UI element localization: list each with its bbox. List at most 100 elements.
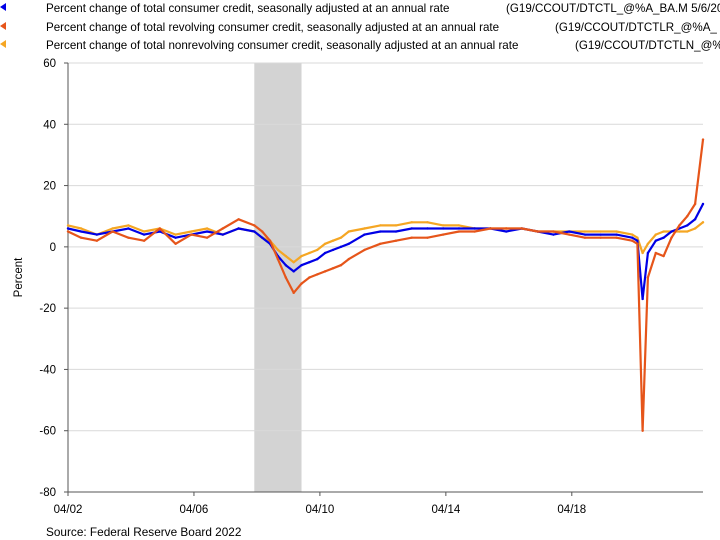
- data-point: [583, 233, 587, 236]
- data-point: [95, 233, 99, 236]
- data-point: [410, 227, 413, 230]
- data-point: [292, 260, 295, 264]
- y-tick-label: -60: [39, 426, 56, 438]
- data-point: [615, 233, 618, 236]
- data-point: [323, 251, 327, 255]
- data-point: [693, 218, 697, 221]
- data-point: [127, 236, 130, 239]
- data-point: [205, 227, 209, 230]
- data-point: [379, 230, 382, 233]
- data-point: [394, 224, 398, 227]
- data-point: [630, 236, 634, 239]
- data-point: [552, 230, 555, 233]
- data-point: [615, 236, 618, 239]
- data-point: [505, 230, 508, 233]
- data-point: [268, 239, 272, 242]
- data-point: [505, 227, 508, 230]
- data-point: [323, 242, 327, 245]
- source-note: Source: Federal Reserve Board 2022: [46, 525, 242, 539]
- x-tick-label: 04/02: [54, 504, 83, 516]
- data-point: [426, 221, 429, 224]
- data-point: [457, 230, 461, 233]
- data-point: [190, 230, 193, 233]
- data-point: [520, 227, 524, 230]
- data-point: [662, 236, 665, 239]
- data-point: [394, 230, 398, 233]
- legend-entry-revolving[interactable]: Percent change of total revolving consum…: [0, 19, 720, 38]
- data-point: [237, 227, 240, 230]
- data-point: [670, 230, 673, 233]
- y-tick-label: 0: [50, 242, 56, 254]
- data-point: [237, 218, 240, 221]
- data-point: [599, 236, 602, 239]
- data-point: [363, 227, 366, 230]
- data-point: [260, 236, 264, 239]
- x-tick-label: 04/14: [431, 504, 460, 516]
- data-point: [158, 227, 162, 230]
- data-point: [300, 264, 303, 267]
- data-point: [701, 138, 705, 141]
- data-point: [253, 224, 256, 227]
- data-point: [66, 227, 70, 230]
- data-point: [379, 242, 382, 245]
- data-point: [599, 230, 602, 233]
- data-point: [641, 297, 644, 301]
- data-point: [636, 242, 639, 245]
- data-point: [686, 215, 689, 218]
- y-tick-label: 60: [43, 58, 56, 70]
- data-point: [308, 260, 311, 264]
- data-point: [158, 230, 162, 233]
- data-point: [292, 270, 295, 273]
- data-point: [174, 236, 177, 239]
- data-point: [347, 242, 350, 245]
- data-point: [473, 230, 476, 233]
- series-line-1[interactable]: [66, 138, 705, 432]
- data-point: [636, 236, 639, 239]
- series-line-0[interactable]: [66, 202, 705, 301]
- legend-marker-icon: [0, 40, 6, 48]
- data-point: [641, 429, 644, 432]
- data-point: [646, 276, 650, 279]
- data-point: [284, 276, 287, 279]
- data-point: [662, 254, 665, 258]
- data-point: [536, 230, 539, 233]
- y-tick-label: -40: [39, 364, 56, 376]
- data-point: [111, 230, 114, 233]
- data-point: [308, 276, 311, 279]
- data-point: [339, 236, 343, 239]
- data-point: [615, 230, 618, 233]
- data-point: [79, 227, 83, 230]
- data-point: [410, 236, 413, 239]
- data-point: [316, 257, 319, 261]
- data-point: [253, 230, 256, 233]
- data-point: [410, 221, 413, 224]
- data-point: [442, 227, 445, 230]
- data-point: [339, 245, 343, 249]
- data-point: [331, 239, 335, 242]
- data-point: [641, 251, 644, 255]
- data-point: [489, 227, 492, 230]
- legend-label: Percent change of total revolving consum…: [46, 20, 500, 34]
- data-point: [300, 282, 303, 285]
- data-point: [284, 264, 287, 267]
- data-point: [323, 270, 327, 273]
- data-point: [190, 233, 193, 236]
- x-tick-label: 04/10: [306, 504, 335, 516]
- legend-entry-nonrevolving[interactable]: Percent change of total nonrevolving con…: [0, 37, 720, 56]
- data-point: [473, 227, 476, 230]
- x-tick-label: 04/06: [180, 504, 209, 516]
- data-point: [363, 248, 366, 252]
- data-point: [693, 227, 697, 230]
- legend-marker-icon: [0, 21, 6, 30]
- data-point: [654, 251, 657, 255]
- data-point: [284, 254, 287, 258]
- data-point: [646, 251, 650, 255]
- legend-entry-total[interactable]: Percent change of total consumer credit,…: [0, 0, 720, 19]
- legend-code: (G19/CCOUT/DTCTLR_@%A_: [555, 20, 717, 34]
- data-point: [583, 236, 587, 239]
- y-tick-label: -80: [39, 487, 56, 499]
- data-point: [426, 227, 429, 230]
- data-point: [583, 230, 587, 233]
- data-point: [276, 257, 280, 261]
- data-point: [457, 227, 461, 230]
